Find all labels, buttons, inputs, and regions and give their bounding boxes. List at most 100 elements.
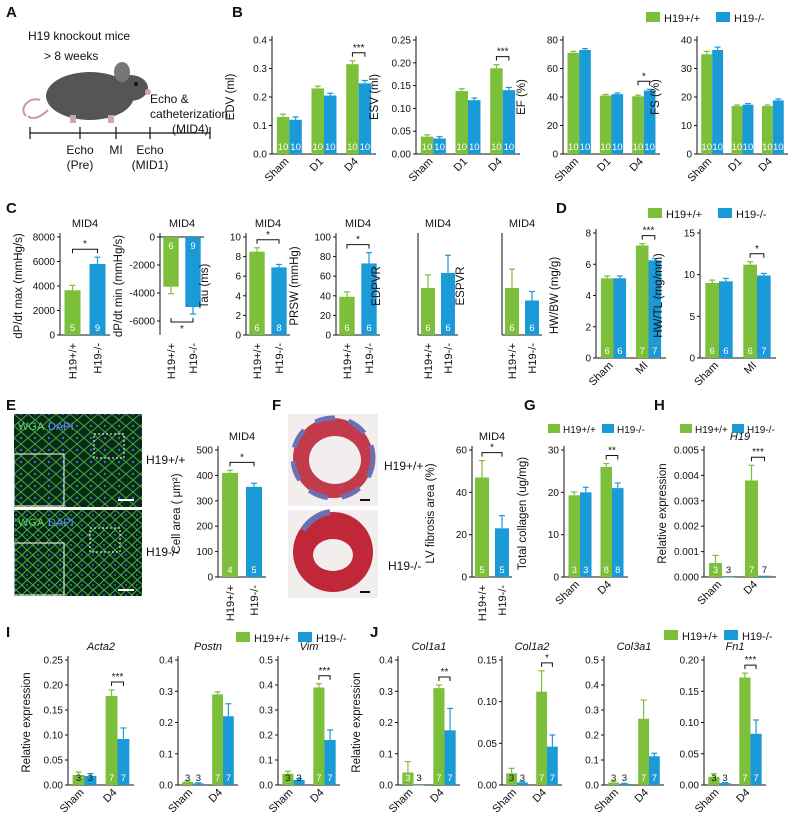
n-label: 8: [604, 565, 609, 576]
sig-label: ***: [353, 43, 365, 54]
y-tick-label: 4: [585, 291, 591, 302]
y-tick-label: 4: [235, 291, 241, 302]
y-tick-label: 0.000: [674, 573, 699, 584]
y-tick-label: 0.1: [585, 756, 599, 767]
x-tick-label: H19+/+: [507, 343, 519, 379]
y-tick-label: 20: [456, 530, 468, 541]
y-tick-label: 15: [684, 229, 696, 240]
y-tick-label: 40: [456, 488, 468, 499]
bar: [324, 740, 336, 785]
x-tick-label: D4: [486, 156, 504, 174]
n-label: 10: [434, 142, 445, 153]
x-tick-label: H19-/-: [443, 343, 455, 374]
y-axis-label: Relative expression: [657, 463, 669, 563]
n-label: 7: [436, 773, 441, 784]
y-tick-label: 0.10: [680, 718, 700, 729]
bar: [761, 106, 773, 154]
x-tick-label: H19-/-: [93, 343, 105, 374]
bar: [223, 716, 234, 785]
bar: [475, 477, 489, 577]
x-tick-label: H19+/+: [252, 343, 264, 379]
legend-g-ko: H19-/-: [617, 425, 645, 436]
chart-title: H19: [730, 431, 750, 443]
bar: [608, 782, 619, 785]
x-tick-label: D4: [101, 787, 119, 805]
y-tick-label: 0: [235, 331, 241, 342]
n-label: 7: [316, 773, 321, 784]
bar: [619, 783, 630, 785]
y-tick-label: 0.004: [674, 471, 699, 482]
legend-d-ko: H19-/-: [736, 209, 767, 221]
sig-label: ***: [319, 666, 331, 677]
chart-h19expr: 0.000 0.001 0.002 0.003 0.004 0.005 Relative e…: [657, 431, 776, 607]
y-tick-label: 10: [684, 270, 696, 281]
y-tick-label: 0.3: [259, 706, 273, 717]
legend-d: H19+/+ H19-/-: [648, 208, 767, 221]
y-tick-label: 0.00: [44, 781, 64, 792]
legend-i-wt: H19+/+: [254, 633, 290, 645]
x-tick-label: H19-/-: [188, 343, 200, 374]
bar: [441, 272, 455, 335]
chart-title: Acta2: [86, 641, 115, 653]
n-label: 10: [422, 142, 433, 153]
n-label: 10: [278, 142, 289, 153]
bar: [413, 785, 425, 786]
y-tick-label: 0.1: [259, 756, 273, 767]
y-tick-label: 0.1: [159, 749, 173, 760]
bar: [249, 251, 265, 335]
n-label: 7: [762, 565, 767, 576]
sig-bracket: [111, 681, 124, 686]
n-label: 6: [254, 323, 259, 334]
y-tick-label: 10: [548, 530, 560, 541]
bar: [246, 486, 262, 577]
n-label: 3: [611, 773, 616, 784]
x-tick-label: D1: [595, 156, 613, 174]
y-tick-label: 60: [320, 272, 332, 283]
n-label: 9: [95, 323, 100, 334]
x-tick-label: H19+/+: [423, 343, 435, 379]
n-label: 7: [753, 773, 758, 784]
bar: [712, 49, 724, 154]
bar: [282, 773, 294, 785]
bar: [517, 782, 528, 785]
panel-a-right-3: (MID4): [172, 122, 209, 136]
y-tick-label: 0: [553, 573, 559, 584]
bar: [311, 88, 324, 154]
y-tick-label: 100: [314, 233, 331, 244]
sig-bracket: [481, 452, 503, 457]
x-tick-label: D4: [207, 787, 225, 805]
y-tick-label: 0.25: [392, 36, 412, 47]
x-tick-label: D4: [628, 156, 646, 174]
sig-label: ***: [752, 447, 764, 458]
sig-label: *: [83, 239, 87, 250]
bar: [64, 290, 81, 335]
y-tick-label: 0.0: [253, 150, 267, 161]
y-tick-label: 400: [196, 471, 213, 482]
panel-a-title: H19 knockout mice: [28, 29, 130, 43]
bar: [420, 136, 434, 154]
y-tick-label: 0.002: [674, 522, 699, 533]
y-tick-label: 0: [149, 233, 155, 244]
legend-h-wt: H19+/+: [695, 425, 728, 436]
y-axis-label: HW/BW (mg/g): [549, 257, 561, 334]
x-tick-label: H19-/-: [249, 585, 261, 616]
panel-a-schematic: H19 knockout mice > 8 weeks Echo & cathe…: [22, 29, 228, 172]
chart-title: Col3a1: [617, 641, 652, 653]
chart-title: Col1a1: [412, 641, 447, 653]
chart-title: MID4: [425, 218, 451, 230]
n-label: 10: [612, 142, 623, 153]
y-axis-label: Relative expression: [21, 672, 33, 772]
sig-bracket: [637, 80, 651, 86]
y-axis-label: ESPVR: [455, 267, 467, 306]
bar: [742, 104, 754, 154]
y-tick-label: 0.4: [259, 681, 273, 692]
chart-acta2: 0.00 0.05 0.10 0.15 0.20 0.25 Relative express…: [21, 641, 134, 815]
chart-prsw: 0 20 40 60 80 100 PRSW (mmHg) MID4 6 H19+/+ 6 H19-/…: [289, 218, 380, 379]
n-label: 7: [652, 773, 657, 784]
legend-d-wt: H19+/+: [666, 209, 702, 221]
y-tick-label: 20: [681, 93, 693, 104]
